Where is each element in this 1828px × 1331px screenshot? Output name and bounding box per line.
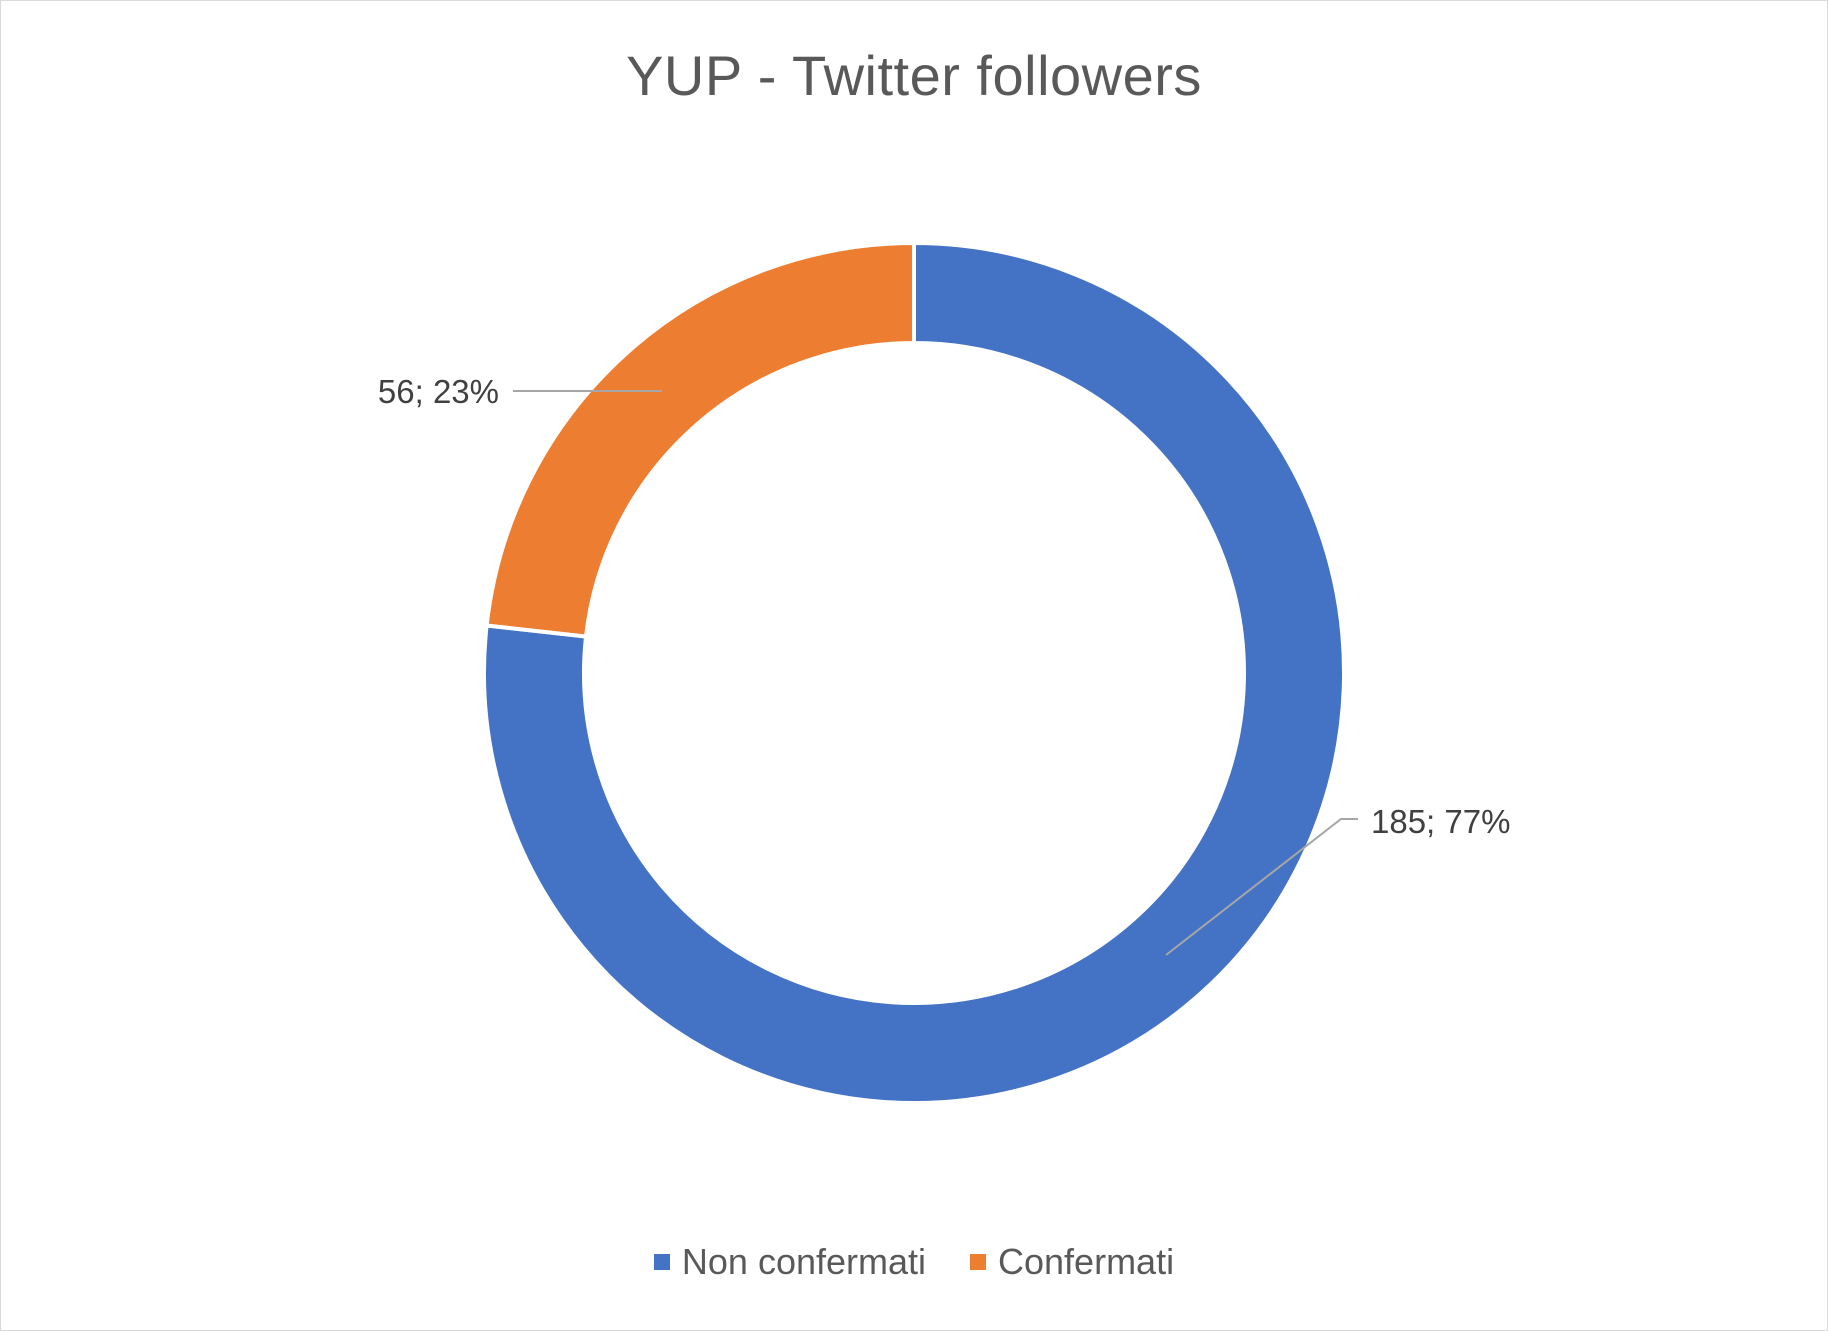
slice-confermati[interactable]	[484, 240, 916, 639]
leader-line-non-confermati	[1165, 818, 1358, 956]
legend-item-non-confermati[interactable]: Non confermati	[653, 1241, 927, 1283]
legend-swatch-non-confermati	[653, 1254, 670, 1270]
slice-non-confermati[interactable]	[482, 240, 1346, 1105]
data-label-confermati: 56; 23%	[378, 373, 499, 410]
legend-label-confermati: Confermati	[998, 1241, 1175, 1282]
legend-label-non-confermati: Non confermati	[681, 1241, 927, 1282]
data-label-non-confermati: 185; 77%	[1371, 803, 1510, 840]
legend-swatch-confermati	[970, 1254, 987, 1270]
legend: Non confermati Confermati	[1, 1241, 1827, 1283]
legend-item-confermati[interactable]: Confermati	[970, 1241, 1174, 1283]
chart-title: YUP - Twitter followers	[626, 44, 1202, 107]
